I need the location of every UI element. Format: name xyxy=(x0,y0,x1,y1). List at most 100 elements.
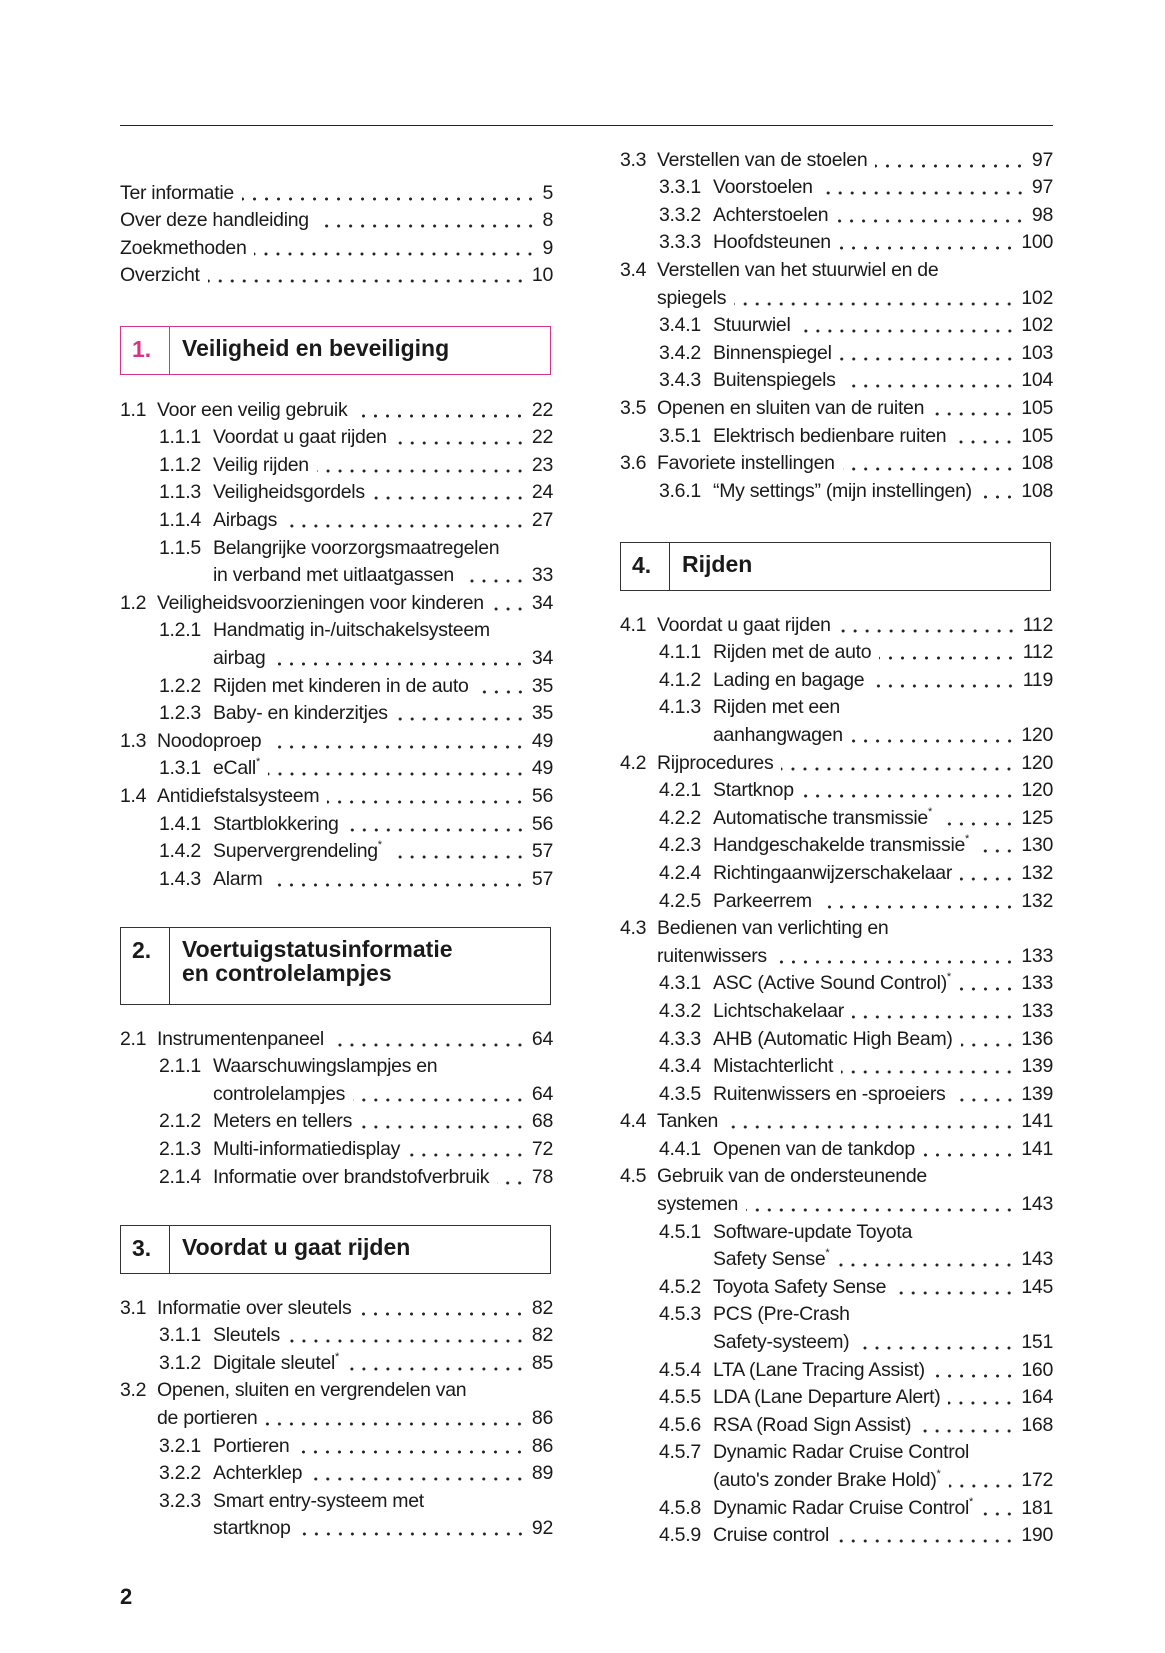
toc-entry[interactable]: 1.2.2 Rijden met kinderen in de auto 35 xyxy=(120,670,553,698)
toc-entry[interactable]: 3.6.1 “My settings” (mijn instellingen) 10… xyxy=(620,475,1053,503)
toc-entry[interactable]: 4.1.2 Lading en bagage 119 xyxy=(620,664,1053,692)
chapter-1-heading[interactable]: 1. Veiligheid en beveiliging xyxy=(120,326,551,375)
toc-entry[interactable]: 4.5.2 Toyota Safety Sense 145 xyxy=(620,1271,1053,1299)
dot-leader xyxy=(841,1058,1016,1079)
entry-title-text: Bedienen van verlichting en xyxy=(657,917,889,940)
toc-entry[interactable]: ruitenwissers 133 xyxy=(620,940,1053,968)
toc-entry[interactable]: de portieren 86 xyxy=(120,1402,553,1430)
toc-entry[interactable]: 4.2.4 Richtingaanwijzerschakelaar 132 xyxy=(620,857,1053,885)
chapter-4-heading[interactable]: 4. Rijden xyxy=(620,542,1051,591)
toc-entry[interactable]: 2.1.1 Waarschuwingslampjes en xyxy=(120,1051,553,1079)
toc-entry[interactable]: 4.3 Bedienen van verlichting en xyxy=(620,913,1053,941)
toc-entry[interactable]: 4.1 Voordat u gaat rijden 112 xyxy=(620,609,1053,637)
toc-entry[interactable]: 4.5.4 LTA (Lane Tracing Assist) 160 xyxy=(620,1354,1053,1382)
toc-entry[interactable]: 4.5.7 Dynamic Radar Cruise Control xyxy=(620,1437,1053,1465)
toc-entry[interactable]: 4.5 Gebruik van de ondersteunende xyxy=(620,1161,1053,1189)
toc-entry[interactable]: Overzicht 10 xyxy=(120,260,553,288)
toc-entry[interactable]: 3.6 Favoriete instellingen 108 xyxy=(620,448,1053,476)
toc-entry[interactable]: 2.1.4 Informatie over brandstofverbruik 78 xyxy=(120,1161,553,1189)
toc-entry[interactable]: 4.1.1 Rijden met de auto 112 xyxy=(620,637,1053,665)
toc-entry[interactable]: 1.1 Voor een veilig gebruik 22 xyxy=(120,394,553,422)
toc-entry[interactable]: 1.2.3 Baby- en kinderzitjes 35 xyxy=(120,698,553,726)
toc-entry[interactable]: 3.3.2 Achterstoelen 98 xyxy=(620,199,1053,227)
entry-title: Favoriete instellingen xyxy=(657,452,835,475)
entry-page: 164 xyxy=(1021,1386,1053,1409)
dot-leader xyxy=(843,372,1016,393)
toc-entry[interactable]: 3.3 Verstellen van de stoelen 97 xyxy=(620,144,1053,172)
toc-entry[interactable]: 1.2 Veiligheidsvoorzieningen voor kindere… xyxy=(120,587,553,615)
toc-entry[interactable]: systemen 143 xyxy=(620,1188,1053,1217)
toc-entry[interactable]: spiegels 102 xyxy=(620,282,1053,310)
toc-entry[interactable]: 1.1.5 Belangrijke voorzorgsmaatregelen xyxy=(120,532,553,560)
toc-entry[interactable]: 3.3.3 Hoofdsteunen 100 xyxy=(620,227,1053,255)
toc-entry[interactable]: 1.1.1 Voordat u gaat rijden 22 xyxy=(120,422,553,450)
toc-entry[interactable]: 3.4.2 Binnenspiegel 103 xyxy=(620,337,1053,365)
toc-entry[interactable]: 3.1.1 Sleutels 82 xyxy=(120,1320,553,1348)
toc-entry[interactable]: 4.5.8 Dynamic Radar Cruise Control* 181 xyxy=(620,1492,1053,1520)
toc-entry[interactable]: 3.2.1 Portieren 86 xyxy=(120,1430,553,1458)
toc-entry[interactable]: 3.1.2 Digitale sleutel* 85 xyxy=(120,1347,553,1375)
toc-entry[interactable]: 1.4 Antidiefstalsysteem 56 xyxy=(120,780,553,808)
toc-entry[interactable]: 4.3.5 Ruitenwissers en -sproeiers 139 xyxy=(620,1078,1053,1106)
toc-entry[interactable]: 4.2.5 Parkeerrem 132 xyxy=(620,885,1053,913)
dot-leader xyxy=(297,1437,526,1458)
toc-entry[interactable]: 1.1.2 Veilig rijden 23 xyxy=(120,449,553,477)
toc-entry[interactable]: 4.2.1 Startknop 120 xyxy=(620,775,1053,803)
toc-entry[interactable]: 2.1.2 Meters en tellers 68 xyxy=(120,1106,553,1134)
toc-entry[interactable]: 4.2 Rijprocedures 120 xyxy=(620,747,1053,775)
toc-entry[interactable]: 3.4.3 Buitenspiegels 104 xyxy=(620,365,1053,393)
toc-entry[interactable]: 3.4.1 Stuurwiel 102 xyxy=(620,310,1053,338)
toc-entry[interactable]: 4.3.2 Lichtschakelaar 133 xyxy=(620,995,1053,1023)
toc-entry[interactable]: 4.5.6 RSA (Road Sign Assist) 168 xyxy=(620,1409,1053,1437)
toc-entry[interactable]: 4.4 Tanken 141 xyxy=(620,1106,1053,1134)
toc-entry[interactable]: 2.1 Instrumentenpaneel 64 xyxy=(120,1023,553,1051)
toc-entry[interactable]: 3.3.1 Voorstoelen 97 xyxy=(620,172,1053,200)
entry-title: Baby- en kinderzitjes xyxy=(213,702,388,725)
toc-entry[interactable]: controlelampjes 64 xyxy=(120,1078,553,1106)
toc-entry[interactable]: 3.5.1 Elektrisch bedienbare ruiten 105 xyxy=(620,420,1053,448)
toc-entry[interactable]: 1.4.1 Startblokkering 56 xyxy=(120,808,553,836)
toc-entry[interactable]: 4.3.1 ASC (Active Sound Control)* 133 xyxy=(620,968,1053,996)
toc-entry[interactable]: 1.1.3 Veiligheidsgordels 24 xyxy=(120,477,553,505)
toc-entry[interactable]: Zoekmethoden 9 xyxy=(120,232,553,260)
chapter-3-heading[interactable]: 3. Voordat u gaat rijden xyxy=(120,1225,551,1274)
toc-entry[interactable]: 3.1 Informatie over sleutels 82 xyxy=(120,1292,553,1320)
toc-entry[interactable]: airbag 34 xyxy=(120,642,553,670)
toc-entry[interactable]: startknop 92 xyxy=(120,1513,553,1541)
toc-entry[interactable]: 4.2.3 Handgeschakelde transmissie* 130 xyxy=(620,830,1053,858)
toc-entry[interactable]: Safety-systeem) 151 xyxy=(620,1326,1053,1355)
toc-entry[interactable]: 3.2.3 Smart entry-systeem met xyxy=(120,1485,553,1513)
toc-entry[interactable]: in verband met uitlaatgassen 33 xyxy=(120,560,553,588)
toc-entry[interactable]: 1.1.4 Airbags 27 xyxy=(120,504,553,532)
toc-entry[interactable]: 4.3.4 Mistachterlicht 139 xyxy=(620,1051,1053,1079)
entry-title-text: Automatische transmissie xyxy=(713,806,928,829)
toc-entry[interactable]: 4.4.1 Openen van de tankdop 141 xyxy=(620,1133,1053,1161)
toc-entry[interactable]: 3.5 Openen en sluiten van de ruiten 105 xyxy=(620,392,1053,420)
entry-number: 3.1.2 xyxy=(159,1351,201,1374)
toc-entry[interactable]: 4.1.3 Rijden met een xyxy=(620,692,1053,720)
toc-entry[interactable]: Over deze handleiding 8 xyxy=(120,205,553,233)
chapter-2-heading[interactable]: 2. Voertuigstatusinformatie en controlel… xyxy=(120,927,551,1005)
toc-entry[interactable]: 4.5.9 Cruise control 190 xyxy=(620,1520,1053,1548)
toc-entry[interactable]: 4.3.3 AHB (Automatic High Beam) 136 xyxy=(620,1023,1053,1051)
toc-entry[interactable]: (auto's zonder Brake Hold)* 172 xyxy=(620,1464,1053,1492)
toc-entry[interactable]: Ter informatie 5 xyxy=(120,177,553,205)
entry-title-text: Cruise control xyxy=(713,1524,830,1547)
toc-entry[interactable]: 3.2 Openen, sluiten en vergrendelen van xyxy=(120,1375,553,1403)
toc-entry[interactable]: Safety Sense* 143 xyxy=(620,1244,1053,1272)
toc-entry[interactable]: 4.2.2 Automatische transmissie* 125 xyxy=(620,802,1053,830)
entry-title: in verband met uitlaatgassen xyxy=(213,564,454,587)
toc-entry[interactable]: 1.4.3 Alarm 57 xyxy=(120,863,553,891)
toc-entry[interactable]: 4.5.3 PCS (Pre-Crash xyxy=(620,1299,1053,1327)
toc-entry[interactable]: 4.5.5 LDA (Lane Departure Alert) 164 xyxy=(620,1382,1053,1410)
chapter-title: Veiligheid en beveiliging xyxy=(182,335,450,361)
toc-entry[interactable]: 1.3 Noodoproep 49 xyxy=(120,725,553,753)
toc-entry[interactable]: 1.3.1 eCall* 49 xyxy=(120,753,553,781)
toc-entry[interactable]: 3.2.2 Achterklep 89 xyxy=(120,1458,553,1486)
toc-entry[interactable]: 1.2.1 Handmatig in-/uitschakelsysteem xyxy=(120,615,553,643)
toc-entry[interactable]: 2.1.3 Multi-informatiedisplay 72 xyxy=(120,1133,553,1161)
toc-entry[interactable]: aanhangwagen 120 xyxy=(620,719,1053,747)
toc-entry[interactable]: 1.4.2 Supervergrendeling* 57 xyxy=(120,836,553,864)
toc-entry[interactable]: 4.5.1 Software-update Toyota xyxy=(620,1216,1053,1244)
toc-entry[interactable]: 3.4 Verstellen van het stuurwiel en de xyxy=(620,254,1053,282)
